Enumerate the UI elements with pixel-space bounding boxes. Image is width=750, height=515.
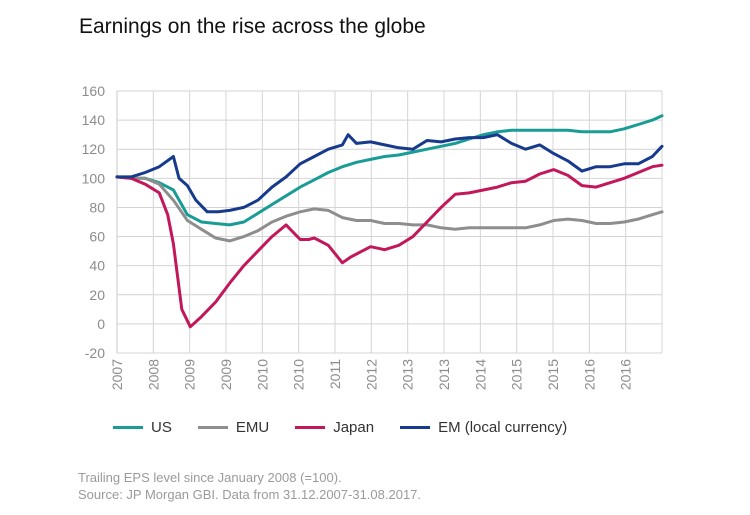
x-tick-label: 2016 bbox=[618, 359, 634, 390]
x-axis: 2007 2008 2009 2009 2010 2010 2011 2012 2013 2013… bbox=[109, 359, 634, 390]
x-tick-label: 2011 bbox=[327, 359, 343, 389]
y-axis: -20 0 20 40 60 80 100 120 140 160 bbox=[82, 83, 106, 361]
x-tick-label: 2010 bbox=[291, 359, 307, 390]
legend-swatch-em bbox=[400, 426, 431, 429]
y-tick-label: 120 bbox=[82, 141, 106, 157]
y-tick-label: 20 bbox=[89, 287, 105, 303]
chart-title: Earnings on the rise across the globe bbox=[79, 15, 426, 38]
legend-label-emu: EMU bbox=[235, 419, 270, 436]
x-tick-label: 2009 bbox=[182, 359, 198, 390]
series-group bbox=[115, 114, 664, 329]
legend: US EMU Japan EM (local currency) bbox=[113, 419, 593, 436]
legend-label-us: US bbox=[151, 419, 172, 436]
y-tick-label: 100 bbox=[82, 170, 106, 186]
x-tick-label: 2013 bbox=[436, 359, 452, 390]
x-tick-label: 2015 bbox=[545, 359, 561, 390]
legend-label-japan: Japan bbox=[333, 419, 375, 436]
series-line-japan bbox=[115, 163, 664, 329]
y-tick-label: -20 bbox=[85, 345, 105, 361]
y-tick-label: 60 bbox=[89, 229, 105, 245]
y-tick-label: 0 bbox=[97, 316, 105, 332]
legend-swatch-japan bbox=[295, 426, 326, 429]
x-tick-label: 2014 bbox=[472, 359, 488, 390]
x-tick-label: 2009 bbox=[218, 359, 234, 390]
x-tick-label: 2013 bbox=[400, 359, 416, 390]
legend-label-em: EM (local currency) bbox=[438, 419, 568, 436]
legend-swatch-us bbox=[113, 426, 143, 429]
legend-swatch-emu bbox=[197, 426, 228, 429]
x-tick-label: 2007 bbox=[109, 359, 125, 390]
y-tick-label: 40 bbox=[89, 258, 105, 274]
x-tick-label: 2008 bbox=[145, 359, 161, 390]
grid bbox=[116, 90, 663, 354]
series-line-us bbox=[115, 114, 664, 227]
series-line-em-local-currency bbox=[115, 133, 664, 214]
footnote-description: Trailing EPS level since January 2008 (=… bbox=[78, 470, 342, 485]
legend-item-japan: Japan bbox=[295, 419, 374, 436]
y-tick-label: 80 bbox=[89, 199, 105, 215]
legend-item-us: US bbox=[113, 419, 172, 436]
series-line-emu bbox=[115, 175, 664, 243]
y-tick-label: 140 bbox=[82, 112, 106, 128]
x-tick-label: 2010 bbox=[254, 359, 270, 390]
x-tick-label: 2016 bbox=[581, 359, 597, 390]
legend-item-em: EM (local currency) bbox=[400, 419, 567, 436]
footnote-source: Source: JP Morgan GBI. Data from 31.12.2… bbox=[78, 487, 422, 502]
legend-item-emu: EMU bbox=[197, 419, 270, 436]
y-tick-label: 160 bbox=[82, 83, 106, 99]
x-tick-label: 2015 bbox=[509, 359, 525, 390]
x-tick-label: 2012 bbox=[363, 359, 379, 390]
